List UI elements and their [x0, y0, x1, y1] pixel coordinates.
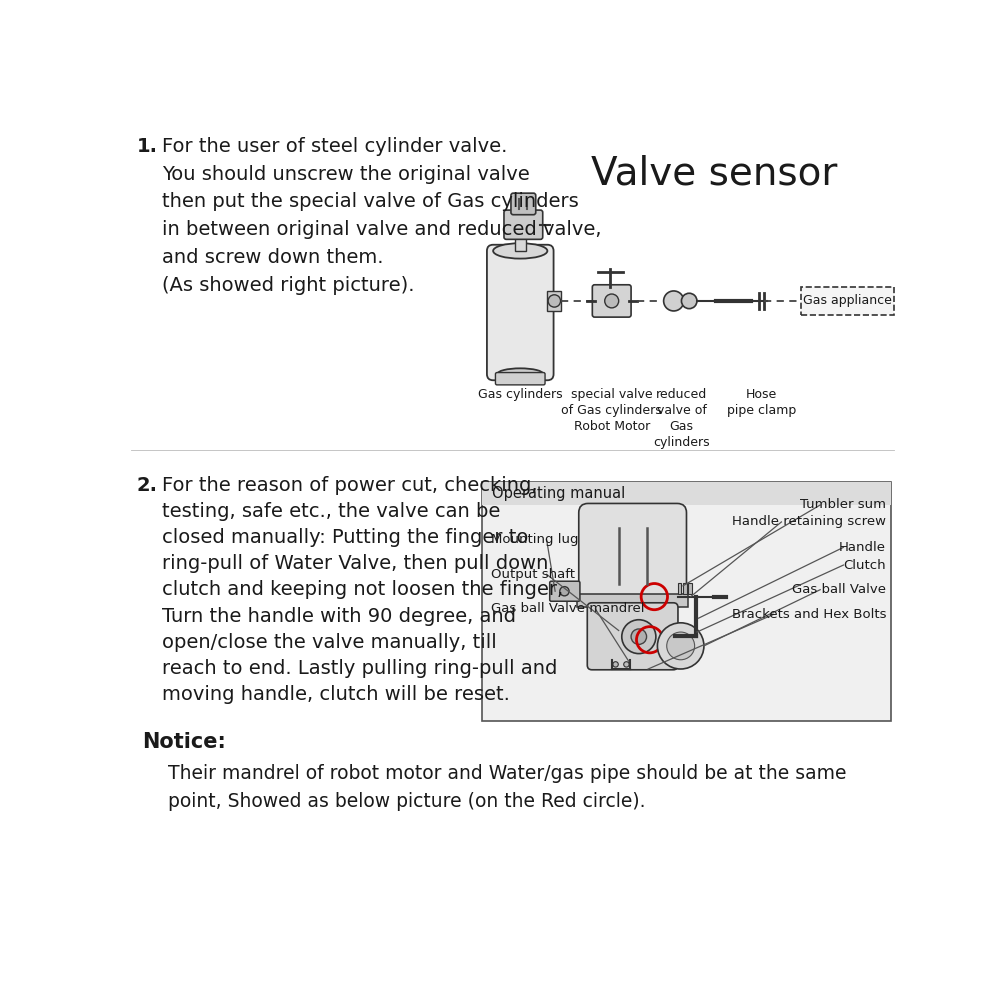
FancyBboxPatch shape [495, 373, 545, 385]
Text: Notice:: Notice: [142, 732, 226, 752]
Circle shape [624, 662, 629, 667]
Text: reach to end. Lastly pulling ring-pull and: reach to end. Lastly pulling ring-pull a… [162, 659, 558, 678]
Circle shape [613, 662, 618, 667]
Bar [577, 594, 688, 607]
Text: moving handle, clutch will be reset.: moving handle, clutch will be reset. [162, 685, 510, 704]
Circle shape [631, 629, 647, 644]
Text: Gas cylinders: Gas cylinders [478, 388, 563, 401]
Text: closed manually: Putting the finger to: closed manually: Putting the finger to [162, 528, 529, 547]
Text: ring-pull of Water Valve, then pull down: ring-pull of Water Valve, then pull down [162, 554, 549, 573]
FancyBboxPatch shape [579, 503, 686, 607]
Bar [482, 482, 891, 505]
Text: Gas ball Valve mandrel: Gas ball Valve mandrel [491, 602, 644, 615]
Text: Their mandrel of robot motor and Water/gas pipe should be at the same: Their mandrel of robot motor and Water/g… [168, 764, 846, 783]
Text: Output shaft: Output shaft [491, 568, 575, 581]
Text: Mounting lug: Mounting lug [491, 533, 578, 546]
Circle shape [622, 620, 656, 654]
Circle shape [605, 294, 619, 308]
Text: point, Showed as below picture (on the Red circle).: point, Showed as below picture (on the R… [168, 792, 645, 811]
Text: Hose
pipe clamp: Hose pipe clamp [727, 388, 796, 417]
Text: special valve
of Gas cylinders
Robot Motor: special valve of Gas cylinders Robot Mot… [561, 388, 662, 433]
Text: Clutch: Clutch [843, 559, 886, 572]
Text: Tumbler sum: Tumbler sum [800, 498, 886, 512]
Text: in between original valve and reduced valve,: in between original valve and reduced va… [162, 220, 602, 239]
Text: clutch and keeping not loosen the finger,: clutch and keeping not loosen the finger… [162, 580, 563, 599]
Text: and screw down them.: and screw down them. [162, 248, 384, 267]
Text: Handle: Handle [839, 541, 886, 554]
Text: For the reason of power cut, checking,: For the reason of power cut, checking, [162, 476, 538, 495]
Bar [678, 583, 681, 594]
Text: reduced
valve of
Gas
cylinders: reduced valve of Gas cylinders [653, 388, 710, 449]
Circle shape [664, 291, 684, 311]
Text: testing, safe etc., the valve can be: testing, safe etc., the valve can be [162, 502, 501, 521]
FancyBboxPatch shape [504, 210, 543, 239]
FancyBboxPatch shape [550, 581, 580, 601]
Text: Turn the handle with 90 degree, and: Turn the handle with 90 degree, and [162, 607, 516, 626]
Text: Gas ball Valve: Gas ball Valve [792, 583, 886, 596]
Circle shape [560, 587, 569, 596]
Bar [547, 291, 561, 311]
Text: open/close the valve manually, till: open/close the valve manually, till [162, 633, 497, 652]
Text: Valve sensor: Valve sensor [591, 155, 837, 193]
Text: then put the special valve of Gas cylinders: then put the special valve of Gas cylind… [162, 192, 579, 211]
Ellipse shape [493, 243, 547, 259]
Text: 1.: 1. [137, 137, 158, 156]
Circle shape [657, 623, 704, 669]
Bar [688, 583, 692, 594]
Text: Handle retaining screw: Handle retaining screw [732, 515, 886, 528]
FancyBboxPatch shape [487, 245, 554, 380]
Bar [683, 583, 687, 594]
Text: Operating manual: Operating manual [492, 486, 626, 501]
Bar [801, 287, 894, 315]
Bar [515, 237, 526, 251]
Text: You should unscrew the original valve: You should unscrew the original valve [162, 165, 530, 184]
Ellipse shape [497, 368, 543, 380]
FancyBboxPatch shape [511, 193, 536, 215]
Bar [482, 482, 891, 721]
FancyBboxPatch shape [587, 603, 678, 670]
Circle shape [681, 293, 697, 309]
Text: Gas appliance: Gas appliance [803, 294, 892, 307]
Circle shape [667, 632, 695, 660]
FancyBboxPatch shape [592, 285, 631, 317]
Text: (As showed right picture).: (As showed right picture). [162, 276, 415, 295]
Text: 2.: 2. [137, 476, 158, 495]
Text: For the user of steel cylinder valve.: For the user of steel cylinder valve. [162, 137, 508, 156]
Circle shape [548, 295, 561, 307]
Text: Brackets and Hex Bolts: Brackets and Hex Bolts [732, 608, 886, 621]
